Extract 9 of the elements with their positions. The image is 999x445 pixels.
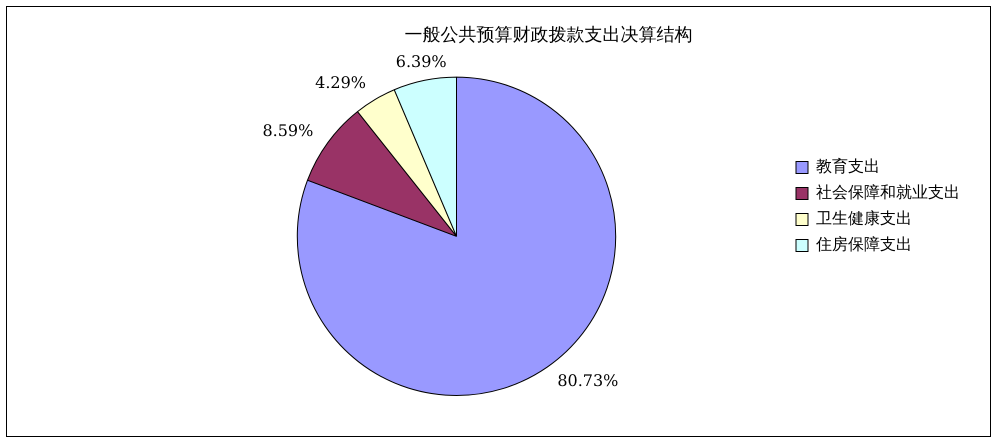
legend-label: 住房保障支出 (815, 234, 912, 254)
legend-label: 社会保障和就业支出 (816, 182, 960, 202)
legend-label: 卫生健康支出 (816, 208, 912, 228)
chart-title: 一般公共预算财政拨款支出决算结构 (404, 24, 692, 46)
data-label: 4.29% (315, 73, 366, 92)
data-label: 8.59% (262, 121, 314, 140)
legend-label: 教育支出 (816, 156, 880, 176)
data-label: 80.73% (557, 371, 618, 390)
data-label: 6.39% (396, 52, 447, 71)
